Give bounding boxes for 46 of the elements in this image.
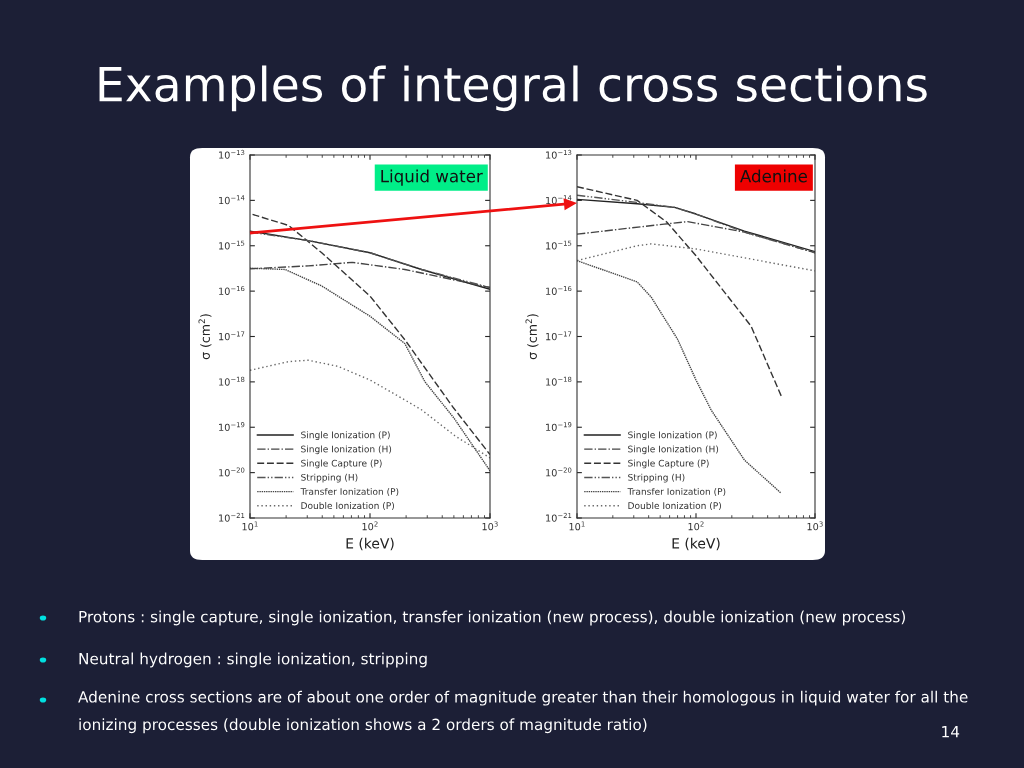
legend-label: Transfer Ionization (P): [300, 487, 399, 496]
x-tick-label: 10$^{2}$: [688, 521, 704, 531]
legend-label: Double Ionization (P): [628, 502, 721, 511]
text: Protons : single capture, single ionization, transfer ionization (new process), double ionization (new process): [79, 610, 905, 626]
annotation: Liquid water: [381, 169, 483, 186]
y-tick-label: 10$^{−14}$: [546, 195, 572, 205]
annotation: Adenine: [740, 169, 807, 183]
chart-title: Examples of integral cross sections: [99, 65, 927, 112]
x-tick-label: 10$^{2}$: [362, 521, 378, 531]
x-tick-label: 10$^{3}$: [807, 521, 823, 531]
y-tick-label: 10$^{−18}$: [546, 376, 572, 386]
legend-label: Single Ionization (H): [628, 445, 719, 455]
x-axis-title: E (keV): [346, 537, 394, 551]
y-tick-label: 10$^{−15}$: [546, 240, 572, 250]
legend-label: Stripping (H): [628, 473, 685, 483]
legend-label: Stripping (H): [301, 473, 358, 483]
y-tick-label: 10$^{−19}$: [219, 422, 245, 432]
y-tick-label: 10$^{−13}$: [219, 149, 245, 159]
legend-label: Single Ionization (H): [301, 445, 392, 455]
y-tick-label: 10$^{−18}$: [219, 376, 245, 386]
y-tick-label: 10$^{−17}$: [219, 331, 245, 341]
x-tick-label: 10$^{1}$: [569, 521, 585, 531]
y-axis-title: σ (cm$^{2}$): [525, 314, 539, 360]
legend-label: Single Ionization (P): [628, 431, 717, 441]
x-tick-label: 10$^{1}$: [242, 521, 258, 531]
legend-label: Single Ionization (P): [301, 431, 390, 441]
y-tick-label: 10$^{−16}$: [219, 285, 245, 295]
y-tick-label: 10$^{−20}$: [546, 467, 572, 477]
text: Neutral hydrogen : single ionization, stripping: [79, 652, 427, 668]
y-tick-label: 10$^{−19}$: [546, 422, 572, 432]
y-tick-label: 10$^{−21}$: [546, 512, 572, 522]
y-axis-title: σ (cm$^{2}$): [198, 314, 212, 360]
y-tick-label: 10$^{−15}$: [219, 240, 245, 250]
y-tick-label: 10$^{−13}$: [546, 149, 572, 159]
y-tick-label: 10$^{−16}$: [546, 285, 572, 295]
y-tick-label: 10$^{−20}$: [219, 467, 245, 477]
y-tick-label: 10$^{−14}$: [219, 195, 245, 205]
y-tick-label: 10$^{−21}$: [219, 512, 245, 522]
legend-label: Double Ionization (P): [301, 502, 394, 511]
x-axis-title: E (keV): [672, 537, 720, 551]
legend-label: Single Capture (P): [301, 459, 382, 469]
legend-label: Single Capture (P): [628, 459, 709, 469]
x-tick-label: 10$^{3}$: [482, 521, 498, 531]
text: 14: [942, 726, 960, 738]
legend-label: Transfer Ionization (P): [627, 487, 726, 496]
y-tick-label: 10$^{−17}$: [546, 331, 572, 341]
